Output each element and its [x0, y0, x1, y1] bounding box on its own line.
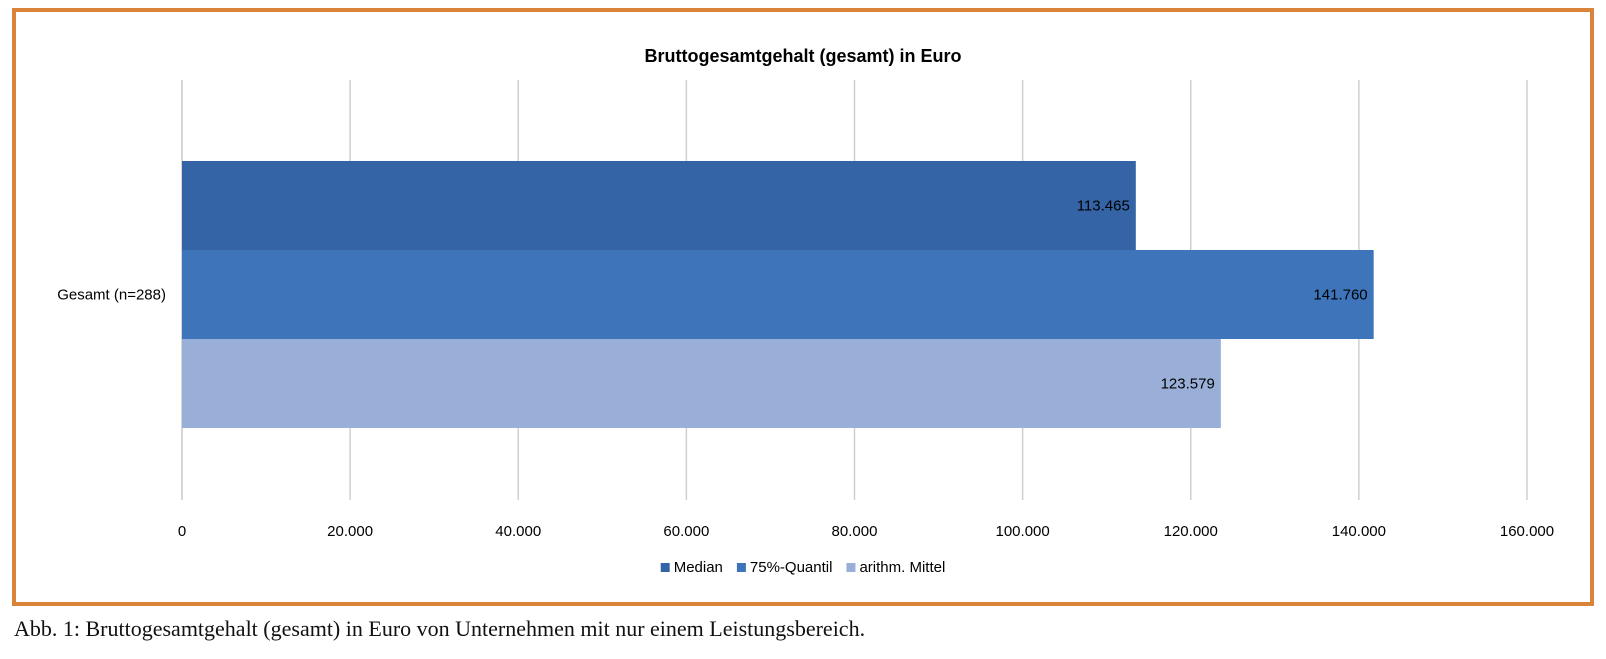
- x-tick-label: 140.000: [1332, 523, 1386, 540]
- data-label: 141.760: [1313, 287, 1367, 304]
- legend: Median 75%-Quantil arithm. Mittel: [660, 559, 945, 576]
- legend-label: 75%-Quantil: [750, 559, 833, 576]
- legend-swatch: [736, 563, 746, 572]
- bars: 113.465 141.760 123.579: [182, 161, 1374, 428]
- x-tick-label: 60.000: [663, 523, 709, 540]
- chart-title: Bruttogesamtgehalt (gesamt) in Euro: [644, 46, 961, 66]
- legend-label: Median: [674, 559, 723, 576]
- bar: [182, 250, 1374, 339]
- x-tick-label: 20.000: [327, 523, 373, 540]
- bar: [182, 339, 1221, 428]
- legend-item: Median: [660, 559, 723, 576]
- x-tick-labels: 0 20.000 40.000 60.000 80.000 100.000 120.000 1…: [178, 523, 1554, 540]
- bar-chart: Bruttogesamtgehalt (gesamt) in Euro 113.…: [57, 46, 1554, 576]
- x-tick-label: 160.000: [1500, 523, 1554, 540]
- x-tick-label: 120.000: [1164, 523, 1218, 540]
- x-tick-label: 40.000: [495, 523, 541, 540]
- legend-swatch: [660, 563, 670, 572]
- figure-caption: Abb. 1: Bruttogesamtgehalt (gesamt) in E…: [14, 616, 866, 641]
- legend-item: arithm. Mittel: [846, 559, 945, 576]
- bar: [182, 161, 1136, 250]
- category-label: Gesamt (n=288): [57, 287, 166, 304]
- legend-swatch: [846, 563, 856, 572]
- data-label: 123.579: [1161, 376, 1215, 393]
- legend-item: 75%-Quantil: [736, 559, 833, 576]
- legend-label: arithm. Mittel: [859, 559, 945, 576]
- category-labels: Gesamt (n=288): [57, 287, 166, 304]
- x-tick-label: 0: [178, 523, 186, 540]
- data-label: 113.465: [1077, 198, 1130, 215]
- x-tick-label: 80.000: [832, 523, 878, 540]
- x-tick-label: 100.000: [996, 523, 1050, 540]
